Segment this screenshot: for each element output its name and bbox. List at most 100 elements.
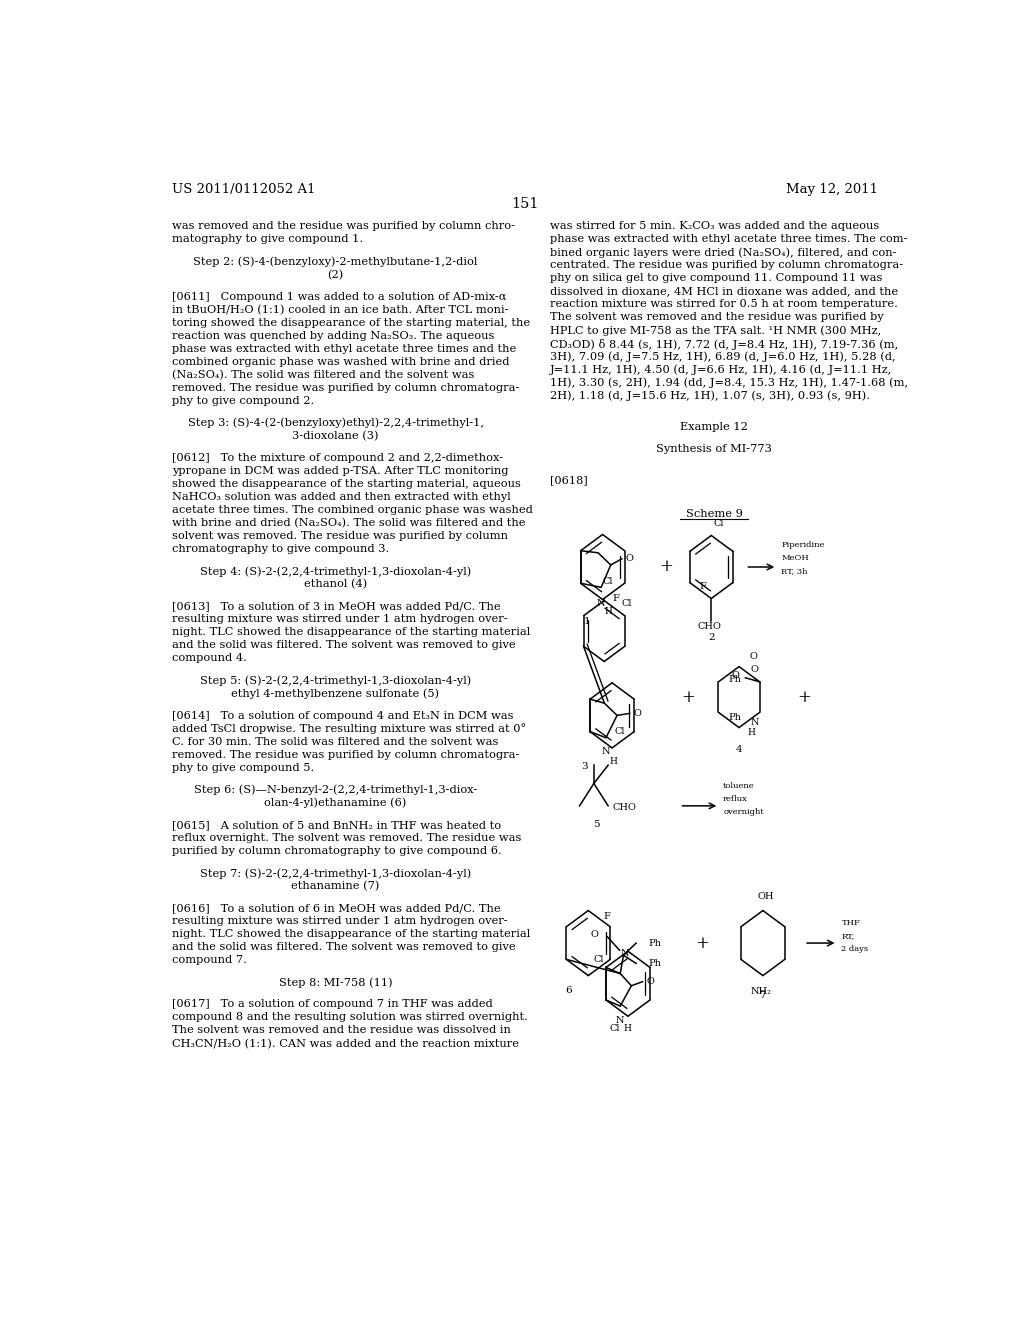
- Text: solvent was removed. The residue was purified by column: solvent was removed. The residue was pur…: [172, 531, 508, 541]
- Text: phy to give compound 5.: phy to give compound 5.: [172, 763, 314, 772]
- Text: reflux overnight. The solvent was removed. The residue was: reflux overnight. The solvent was remove…: [172, 833, 521, 843]
- Text: and the solid was filtered. The solvent was removed to give: and the solid was filtered. The solvent …: [172, 942, 515, 952]
- Text: compound 4.: compound 4.: [172, 653, 247, 664]
- Text: 151: 151: [511, 197, 539, 211]
- Text: acetate three times. The combined organic phase was washed: acetate three times. The combined organi…: [172, 506, 532, 515]
- Text: +: +: [695, 935, 710, 952]
- Text: O: O: [750, 652, 758, 661]
- Text: phase was extracted with ethyl acetate three times and the: phase was extracted with ethyl acetate t…: [172, 343, 516, 354]
- Text: CH₃CN/H₂O (1:1). CAN was added and the reaction mixture: CH₃CN/H₂O (1:1). CAN was added and the r…: [172, 1039, 518, 1049]
- Text: Ph: Ph: [728, 713, 740, 722]
- Text: +: +: [798, 689, 811, 706]
- Text: Piperidine: Piperidine: [781, 541, 824, 549]
- Text: NaHCO₃ solution was added and then extracted with ethyl: NaHCO₃ solution was added and then extra…: [172, 492, 510, 502]
- Text: resulting mixture was stirred under 1 atm hydrogen over-: resulting mixture was stirred under 1 at…: [172, 916, 507, 927]
- Text: The solvent was removed and the residue was purified by: The solvent was removed and the residue …: [550, 313, 884, 322]
- Text: F: F: [604, 912, 610, 921]
- Text: N: N: [602, 747, 610, 756]
- Text: Example 12: Example 12: [680, 422, 748, 432]
- Text: 1H), 3.30 (s, 2H), 1.94 (dd, J=8.4, 15.3 Hz, 1H), 1.47-1.68 (m,: 1H), 3.30 (s, 2H), 1.94 (dd, J=8.4, 15.3…: [550, 378, 908, 388]
- Text: (2): (2): [328, 269, 344, 280]
- Text: H: H: [604, 607, 612, 616]
- Text: [0615]   A solution of 5 and BnNH₂ in THF was heated to: [0615] A solution of 5 and BnNH₂ in THF …: [172, 820, 501, 830]
- Text: H: H: [748, 729, 756, 737]
- Text: night. TLC showed the disappearance of the starting material: night. TLC showed the disappearance of t…: [172, 929, 529, 939]
- Text: toluene: toluene: [723, 781, 755, 789]
- Text: Step 7: (S)-2-(2,2,4-trimethyl-1,3-dioxolan-4-yl): Step 7: (S)-2-(2,2,4-trimethyl-1,3-dioxo…: [200, 869, 471, 879]
- Text: bined organic layers were dried (Na₂SO₄), filtered, and con-: bined organic layers were dried (Na₂SO₄)…: [550, 247, 897, 257]
- Text: H: H: [624, 1024, 632, 1034]
- Text: was stirred for 5 min. K₂CO₃ was added and the aqueous: was stirred for 5 min. K₂CO₃ was added a…: [550, 222, 880, 231]
- Text: ethyl 4-methylbenzene sulfonate (5): ethyl 4-methylbenzene sulfonate (5): [231, 689, 439, 700]
- Text: O: O: [731, 672, 739, 680]
- Text: OH: OH: [758, 892, 774, 900]
- Text: [0612]   To the mixture of compound 2 and 2,2-dimethox-: [0612] To the mixture of compound 2 and …: [172, 453, 503, 463]
- Text: O: O: [626, 554, 634, 564]
- Text: Cl: Cl: [714, 519, 725, 528]
- Text: in tBuOH/H₂O (1:1) cooled in an ice bath. After TCL moni-: in tBuOH/H₂O (1:1) cooled in an ice bath…: [172, 305, 508, 315]
- Text: F: F: [612, 594, 618, 603]
- Text: phase was extracted with ethyl acetate three times. The com-: phase was extracted with ethyl acetate t…: [550, 235, 907, 244]
- Text: added TsCl dropwise. The resulting mixture was stirred at 0°: added TsCl dropwise. The resulting mixtu…: [172, 723, 526, 734]
- Text: phy to give compound 2.: phy to give compound 2.: [172, 396, 314, 405]
- Text: THF: THF: [842, 919, 860, 927]
- Text: CD₃OD) δ 8.44 (s, 1H), 7.72 (d, J=8.4 Hz, 1H), 7.19-7.36 (m,: CD₃OD) δ 8.44 (s, 1H), 7.72 (d, J=8.4 Hz…: [550, 338, 898, 350]
- Text: HPLC to give MI-758 as the TFA salt. ¹H NMR (300 MHz,: HPLC to give MI-758 as the TFA salt. ¹H …: [550, 326, 882, 337]
- Text: [0616]   To a solution of 6 in MeOH was added Pd/C. The: [0616] To a solution of 6 in MeOH was ad…: [172, 903, 501, 913]
- Text: CHO: CHO: [612, 804, 636, 812]
- Text: Cl: Cl: [603, 577, 613, 586]
- Text: N: N: [597, 599, 605, 609]
- Text: 3: 3: [581, 762, 588, 771]
- Text: [0617]   To a solution of compound 7 in THF was added: [0617] To a solution of compound 7 in TH…: [172, 999, 493, 1010]
- Text: Step 4: (S)-2-(2,2,4-trimethyl-1,3-dioxolan-4-yl): Step 4: (S)-2-(2,2,4-trimethyl-1,3-dioxo…: [200, 566, 471, 577]
- Text: Ph: Ph: [649, 958, 662, 968]
- Text: chromatography to give compound 3.: chromatography to give compound 3.: [172, 544, 389, 554]
- Text: RT,: RT,: [842, 932, 855, 940]
- Text: N: N: [616, 1016, 625, 1024]
- Text: 3-dioxolane (3): 3-dioxolane (3): [292, 430, 379, 441]
- Text: Cl: Cl: [609, 1024, 620, 1034]
- Text: 1: 1: [584, 618, 590, 627]
- Text: +: +: [659, 558, 673, 576]
- Text: F: F: [699, 582, 707, 591]
- Text: [0611]   Compound 1 was added to a solution of AD-mix-α: [0611] Compound 1 was added to a solutio…: [172, 292, 506, 302]
- Text: combined organic phase was washed with brine and dried: combined organic phase was washed with b…: [172, 356, 509, 367]
- Text: O: O: [751, 665, 759, 675]
- Text: Cl: Cl: [594, 954, 604, 964]
- Text: NH₂: NH₂: [751, 987, 772, 997]
- Text: dissolved in dioxane, 4M HCl in dioxane was added, and the: dissolved in dioxane, 4M HCl in dioxane …: [550, 286, 898, 297]
- Text: 5: 5: [593, 820, 599, 829]
- Text: MeOH: MeOH: [781, 554, 809, 562]
- Text: Ph: Ph: [728, 676, 740, 684]
- Text: matography to give compound 1.: matography to give compound 1.: [172, 235, 362, 244]
- Text: Ph: Ph: [649, 939, 662, 948]
- Text: Scheme 9: Scheme 9: [686, 510, 742, 519]
- Text: N: N: [621, 949, 630, 958]
- Text: Step 2: (S)-4-(benzyloxy)-2-methylbutane-1,2-diol: Step 2: (S)-4-(benzyloxy)-2-methylbutane…: [194, 256, 478, 267]
- Text: phy on silica gel to give compound 11. Compound 11 was: phy on silica gel to give compound 11. C…: [550, 273, 883, 284]
- Text: CHO: CHO: [697, 623, 722, 631]
- Text: compound 8 and the resulting solution was stirred overnight.: compound 8 and the resulting solution wa…: [172, 1012, 527, 1023]
- Text: reflux: reflux: [723, 795, 749, 803]
- Text: US 2011/0112052 A1: US 2011/0112052 A1: [172, 182, 315, 195]
- Text: was removed and the residue was purified by column chro-: was removed and the residue was purified…: [172, 222, 515, 231]
- Text: Cl: Cl: [622, 599, 632, 609]
- Text: ethanamine (7): ethanamine (7): [292, 880, 380, 891]
- Text: with brine and dried (Na₂SO₄). The solid was filtered and the: with brine and dried (Na₂SO₄). The solid…: [172, 517, 525, 528]
- Text: Step 8: MI-758 (11): Step 8: MI-758 (11): [279, 977, 392, 987]
- Text: Step 3: (S)-4-(2-(benzyloxy)ethyl)-2,2,4-trimethyl-1,: Step 3: (S)-4-(2-(benzyloxy)ethyl)-2,2,4…: [187, 418, 483, 429]
- Text: ethanol (4): ethanol (4): [304, 579, 368, 590]
- Text: reaction was quenched by adding Na₂SO₃. The aqueous: reaction was quenched by adding Na₂SO₃. …: [172, 331, 494, 341]
- Text: The solvent was removed and the residue was dissolved in: The solvent was removed and the residue …: [172, 1026, 511, 1035]
- Text: overnight: overnight: [723, 808, 764, 816]
- Text: O: O: [646, 977, 654, 986]
- Text: ypropane in DCM was added p-TSA. After TLC monitoring: ypropane in DCM was added p-TSA. After T…: [172, 466, 508, 477]
- Text: Cl: Cl: [614, 727, 625, 737]
- Text: night. TLC showed the disappearance of the starting material: night. TLC showed the disappearance of t…: [172, 627, 529, 638]
- Text: Synthesis of MI-773: Synthesis of MI-773: [656, 444, 772, 454]
- Text: [0614]   To a solution of compound 4 and Et₃N in DCM was: [0614] To a solution of compound 4 and E…: [172, 710, 513, 721]
- Text: [0613]   To a solution of 3 in MeOH was added Pd/C. The: [0613] To a solution of 3 in MeOH was ad…: [172, 602, 501, 611]
- Text: (Na₂SO₄). The solid was filtered and the solvent was: (Na₂SO₄). The solid was filtered and the…: [172, 370, 474, 380]
- Text: C. for 30 min. The solid was filtered and the solvent was: C. for 30 min. The solid was filtered an…: [172, 737, 498, 747]
- Text: centrated. The residue was purified by column chromatogra-: centrated. The residue was purified by c…: [550, 260, 903, 271]
